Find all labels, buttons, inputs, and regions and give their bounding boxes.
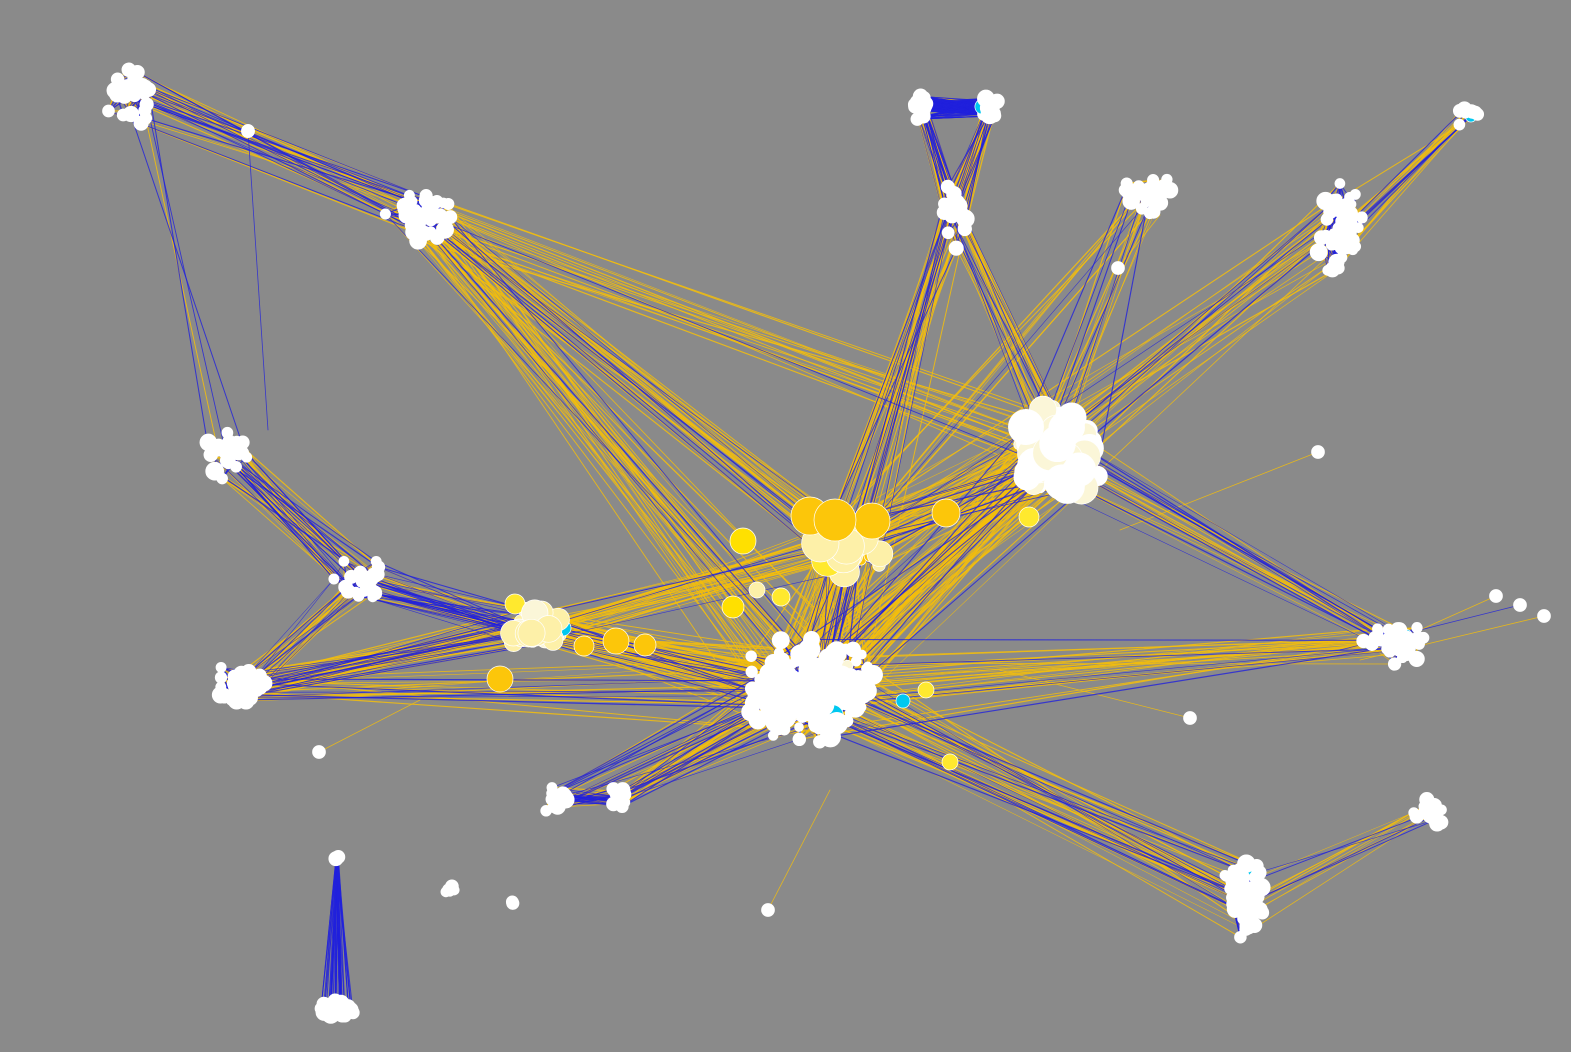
graph-canvas [102,62,1551,1024]
network-graph-svg [102,62,1551,1024]
